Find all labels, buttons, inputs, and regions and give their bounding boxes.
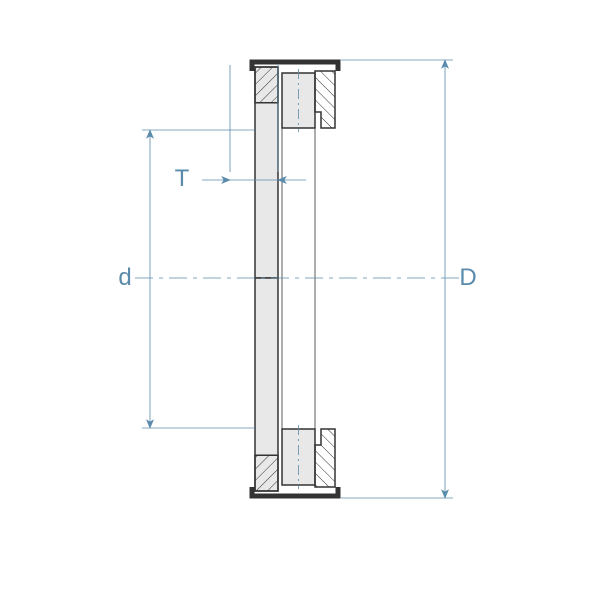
- bearing-cross-section-diagram: Td D: [0, 0, 600, 600]
- label-D: D: [459, 264, 476, 291]
- label-d: d: [118, 264, 131, 291]
- label-T: T: [175, 165, 190, 192]
